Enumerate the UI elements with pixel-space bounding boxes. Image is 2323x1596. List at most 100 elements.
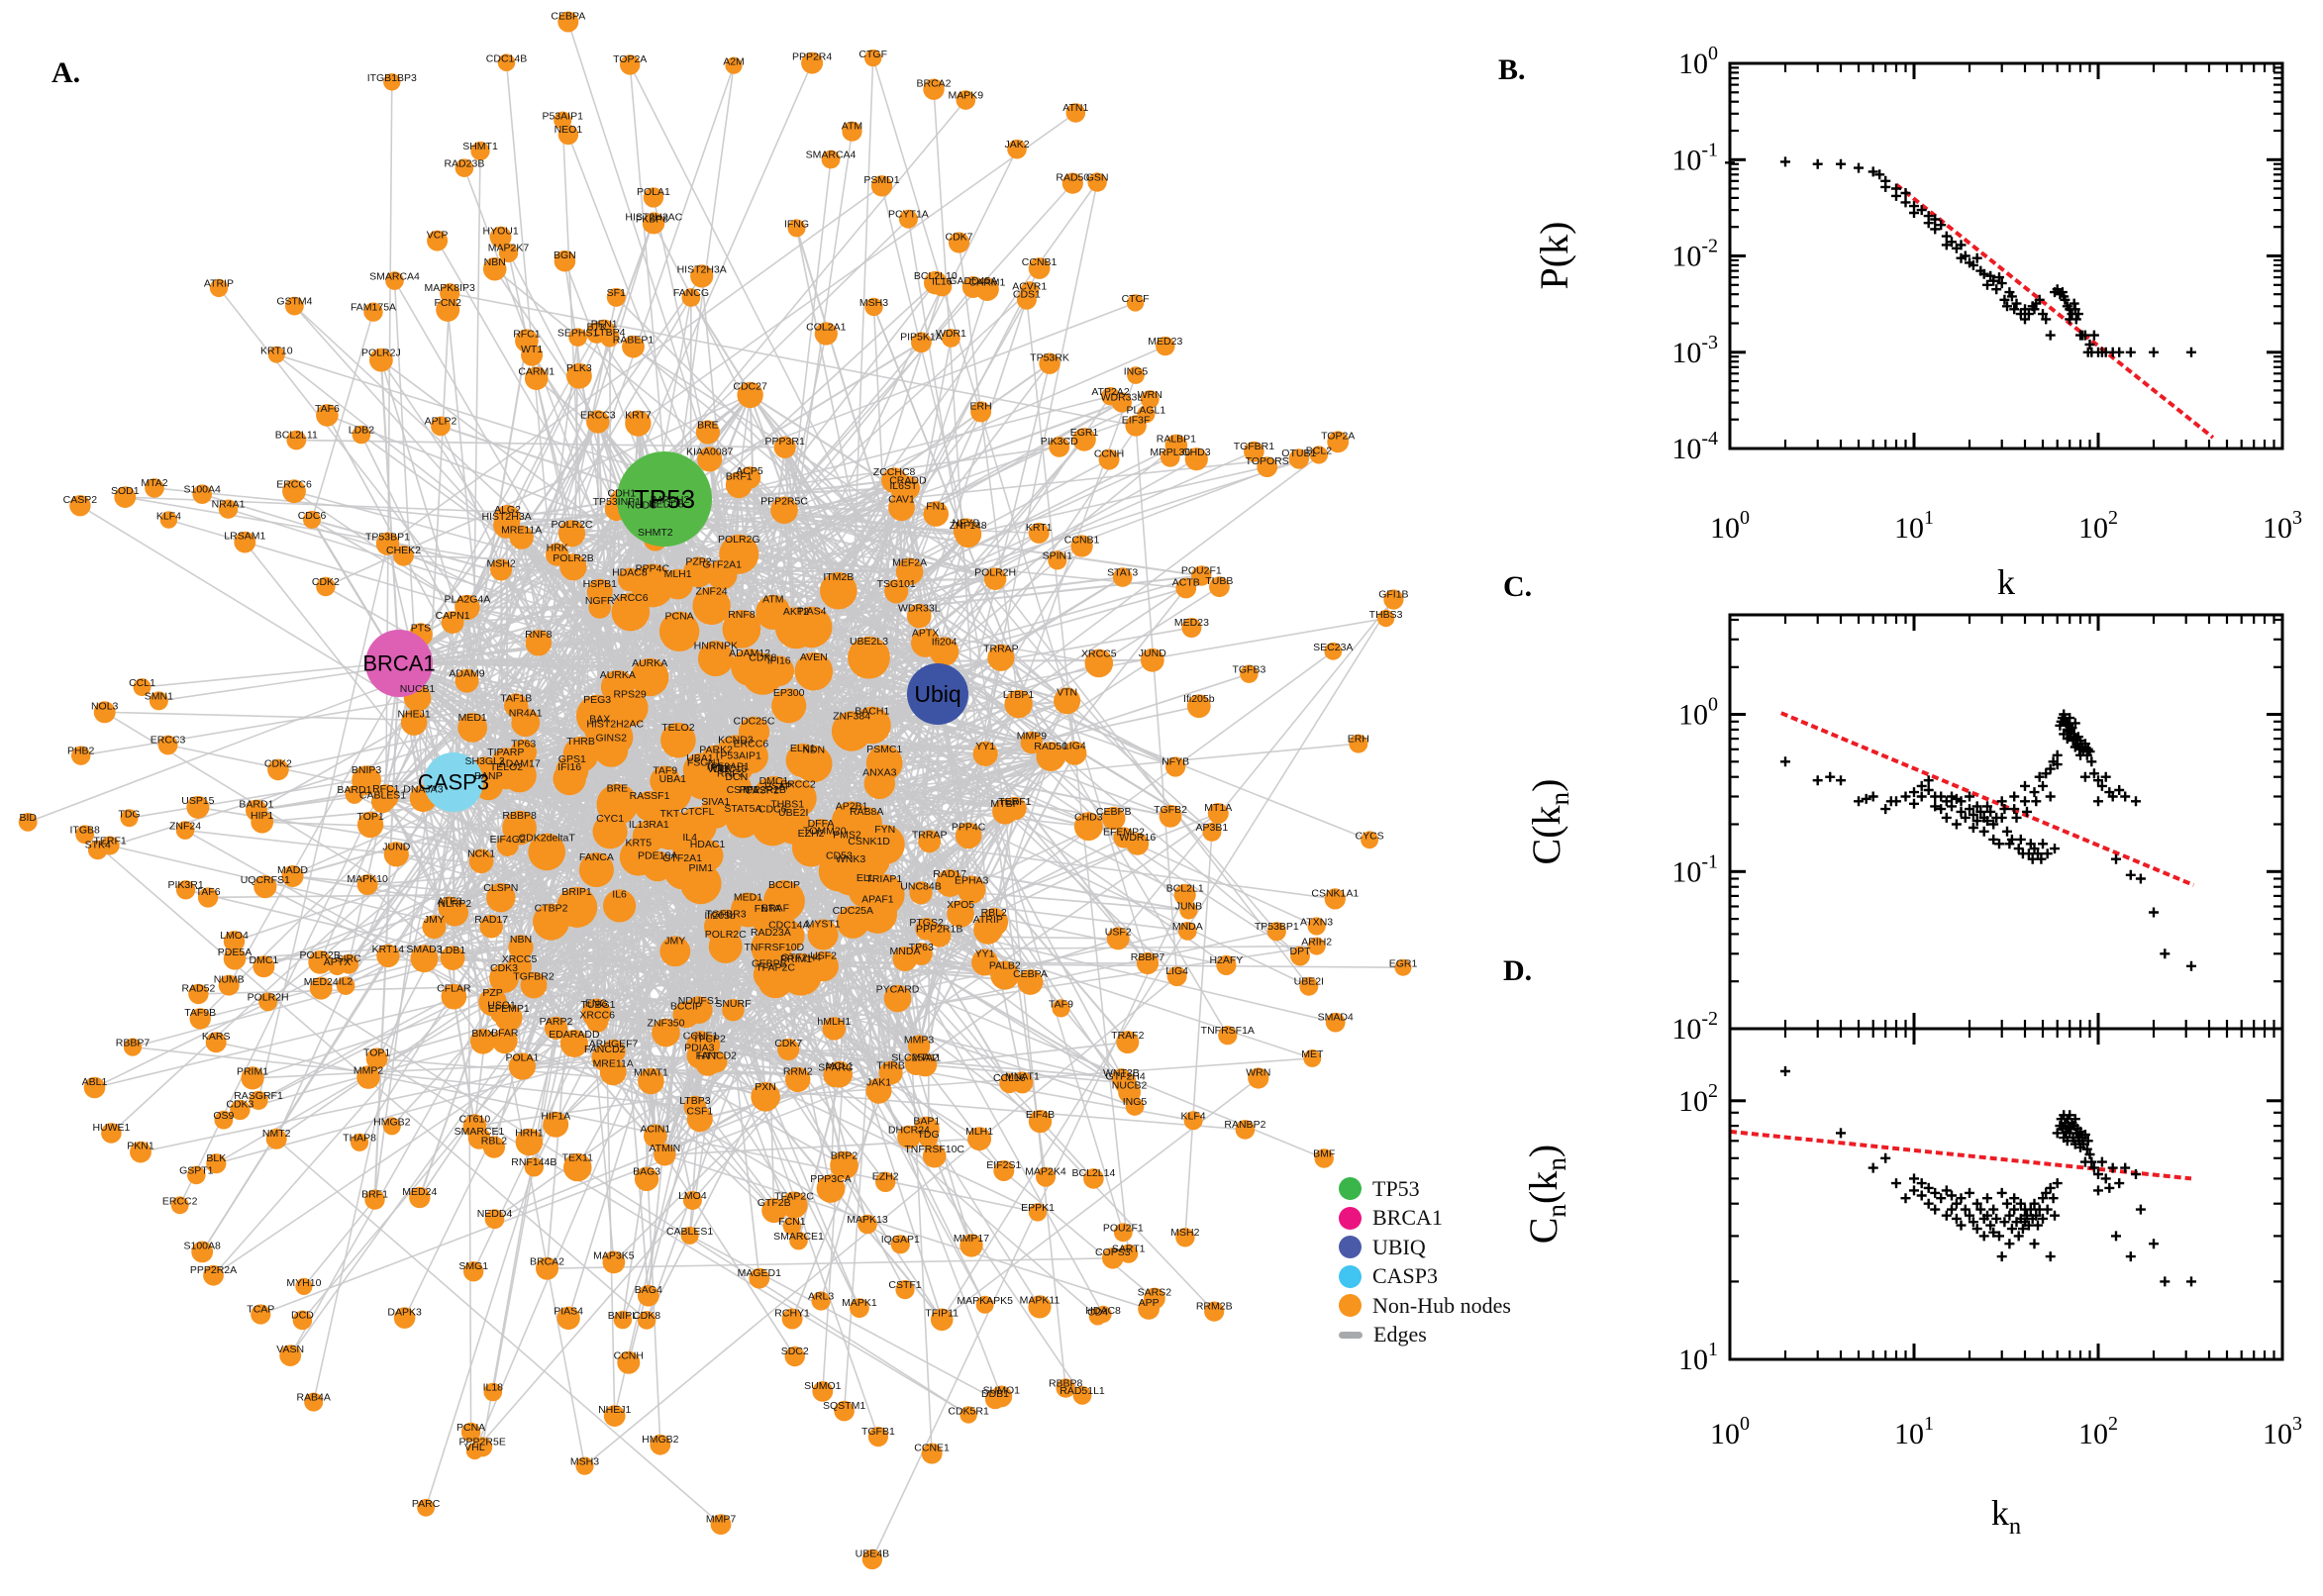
non-hub-node (1144, 1287, 1165, 1310)
node-label: TAF6 (315, 403, 340, 415)
legend-item-casp3: CASP3 (1339, 1262, 1511, 1292)
non-hub-node (468, 848, 494, 874)
node-label: FYN (874, 824, 895, 836)
node-label: MAPK10 (347, 873, 388, 885)
node-label: AURKA (632, 657, 667, 669)
network-edge (240, 1012, 599, 1111)
non-hub-node (223, 931, 246, 952)
network-edge (522, 337, 579, 753)
non-hub-node (292, 1310, 313, 1331)
non-hub-node (781, 1308, 803, 1330)
network-edge (471, 727, 502, 898)
node-label: BNIP3 (352, 764, 382, 776)
node-label: CYCS (1356, 831, 1384, 843)
node-label: PARC (412, 1498, 441, 1510)
non-hub-node (566, 362, 592, 389)
non-hub-node (1235, 1120, 1256, 1140)
node-label: CABLES1 (666, 1226, 713, 1238)
node-label: IQGAP1 (881, 1234, 920, 1246)
node-label: THBS3 (1369, 609, 1403, 621)
node-label: SMG1 (458, 1260, 488, 1272)
node-label: BCL2L11 (275, 430, 318, 442)
non-hub-node (814, 322, 838, 346)
node-label: ACIN1 (640, 1123, 670, 1135)
node-label: ZNF350 (648, 1018, 685, 1030)
node-label: PYCARD (876, 984, 920, 996)
non-hub-node (1048, 550, 1067, 570)
node-label: WDR16 (1119, 832, 1156, 844)
node-label: CSTF1 (727, 784, 759, 796)
node-label: POLR2C (551, 519, 592, 531)
non-hub-node (960, 1406, 977, 1424)
non-hub-node (697, 641, 734, 677)
non-hub-node (265, 1128, 287, 1149)
node-label: CARM1 (518, 365, 555, 377)
node-label: ADAM9 (449, 668, 484, 680)
non-hub-node (1036, 742, 1065, 771)
node-label: MNDA (890, 946, 921, 957)
node-label: PSMC1 (866, 744, 902, 755)
non-hub-node (1314, 1148, 1334, 1168)
non-hub-node (120, 809, 139, 828)
node-label: RAB4A (296, 1392, 330, 1404)
non-hub-node (1028, 257, 1051, 279)
network-edge (570, 64, 735, 535)
node-label: STAT3 (1107, 566, 1138, 578)
node-label: CSNK1A1 (1311, 887, 1359, 899)
node-label: SPIN1 (1043, 549, 1073, 561)
network-edge (474, 1078, 798, 1127)
non-hub-node (1324, 642, 1343, 660)
non-hub-node (484, 1209, 505, 1230)
non-hub-node (382, 1117, 401, 1136)
node-label: PTS (411, 622, 431, 634)
non-hub-node (947, 900, 974, 928)
node-label: COL2A1 (806, 321, 846, 333)
network-edge (689, 1235, 996, 1400)
node-label: CDC25A (833, 905, 873, 917)
non-hub-node (279, 1345, 302, 1366)
non-hub-node (575, 1456, 594, 1475)
node-label: UBE4B (856, 1548, 889, 1560)
non-hub-node (637, 1311, 656, 1330)
network-edge (397, 662, 476, 1127)
node-label: SOD1 (111, 485, 140, 497)
network-edge (958, 242, 1020, 705)
node-label: SHMT1 (462, 141, 498, 152)
node-label: SNURF (715, 998, 751, 1010)
node-label: RAD17 (474, 914, 508, 926)
non-hub-node (489, 226, 512, 249)
non-hub-node (1020, 731, 1044, 754)
node-label: SMN1 (145, 691, 173, 703)
non-hub-node (863, 767, 895, 800)
node-label: KRT10 (260, 346, 293, 357)
network-edge (466, 275, 703, 608)
node-label: USF2 (1105, 926, 1132, 938)
non-hub-node (722, 999, 745, 1022)
node-label: TNFRSF10C (904, 1144, 964, 1155)
legend-label: BRCA1 (1372, 1205, 1443, 1231)
node-label: FANCA (579, 851, 614, 863)
non-hub-node (304, 1392, 324, 1412)
network-edge (471, 498, 665, 729)
node-label: RFC1 (513, 328, 541, 340)
network-edge (522, 945, 1317, 1067)
non-hub-node (218, 974, 240, 996)
non-hub-node (189, 1008, 211, 1030)
node-label: CDC14B (486, 52, 527, 64)
node-label: ALG2 (494, 504, 521, 516)
non-hub-node (1126, 294, 1145, 312)
node-label: TGFBR2 (513, 971, 555, 983)
node-label: POLR2H (248, 992, 289, 1004)
non-hub-node (175, 880, 196, 900)
node-label: BLK (206, 1152, 226, 1164)
node-label: PXN (755, 1081, 776, 1093)
node-label: YY1 (975, 741, 995, 752)
non-hub-node (1324, 888, 1346, 910)
node-label: VASN (276, 1344, 304, 1355)
node-label: LIG4 (1165, 965, 1188, 977)
node-label: RRM2B (1196, 1301, 1233, 1313)
tick-label: 102 (2078, 507, 2118, 545)
non-hub-node (586, 410, 610, 434)
node-label: IL2 (339, 975, 354, 987)
